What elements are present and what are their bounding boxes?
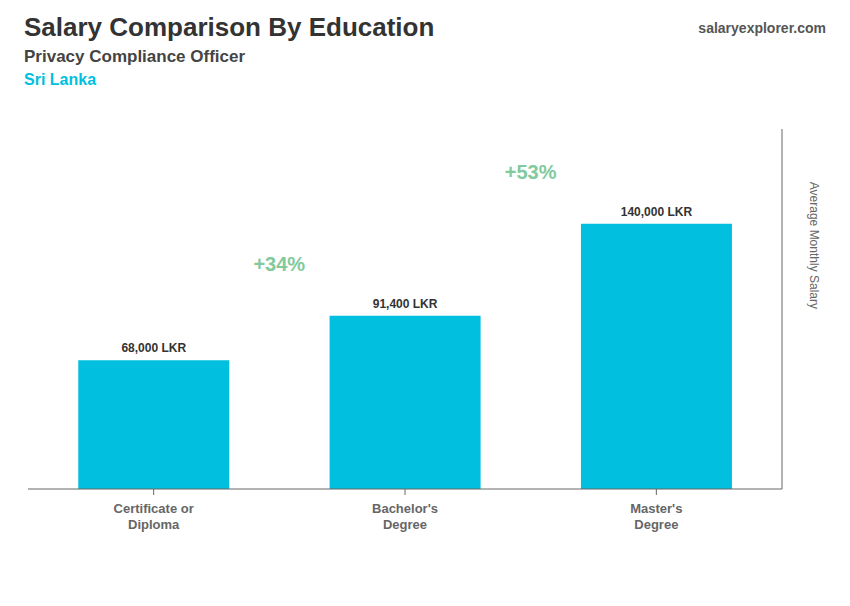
html-text:salaryexplorer.com: salaryexplorer.com <box>698 20 826 36</box>
svg-text:91,400 LKR: 91,400 LKR <box>373 297 438 311</box>
html-text:Privacy Compliance Officer: Privacy Compliance Officer <box>24 47 246 66</box>
svg-text:Certificate orDiploma: Certificate orDiploma <box>114 501 194 532</box>
svg-text:Bachelor'sDegree: Bachelor'sDegree <box>372 501 438 532</box>
svg-text:+34%: +34% <box>253 253 305 275</box>
svg-text:Master'sDegree: Master'sDegree <box>630 501 682 532</box>
svg-text:68,000 LKR: 68,000 LKR <box>121 341 186 355</box>
svg-text:+53%: +53% <box>505 161 557 183</box>
svg-text:140,000 LKR: 140,000 LKR <box>621 205 693 219</box>
svg-text:Average Monthly Salary: Average Monthly Salary <box>807 182 821 309</box>
html-text:Salary Comparison By Education: Salary Comparison By Education <box>24 12 435 42</box>
html-text:Sri Lanka: Sri Lanka <box>24 71 96 88</box>
